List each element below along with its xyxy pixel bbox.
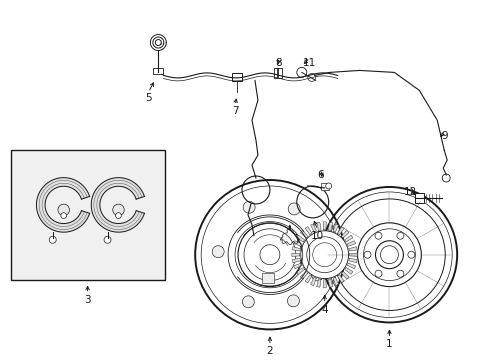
Text: 7: 7 [231,106,238,116]
Polygon shape [337,226,344,235]
Text: 2: 2 [266,346,273,356]
Circle shape [113,204,124,216]
Polygon shape [291,258,300,263]
Polygon shape [300,230,307,238]
Circle shape [375,241,403,269]
Polygon shape [305,275,311,283]
Polygon shape [349,253,357,256]
Circle shape [104,236,111,243]
Text: 11: 11 [303,58,316,68]
Polygon shape [293,240,302,246]
Polygon shape [344,235,352,242]
Circle shape [296,67,306,77]
Polygon shape [310,277,316,286]
Text: 5: 5 [145,93,151,103]
Circle shape [58,204,69,216]
Circle shape [238,223,301,287]
Circle shape [287,203,300,215]
Polygon shape [293,263,302,269]
Polygon shape [341,271,348,279]
Bar [232,73,242,81]
Text: 10: 10 [310,231,324,241]
Circle shape [325,183,331,189]
Polygon shape [332,277,338,286]
Text: 6: 6 [317,170,324,180]
Circle shape [115,213,121,219]
Circle shape [374,270,381,277]
Bar [414,193,424,203]
Circle shape [396,270,403,277]
Polygon shape [316,279,321,287]
Polygon shape [323,222,325,230]
Circle shape [243,201,255,213]
Circle shape [307,73,315,81]
Text: 4: 4 [321,305,327,315]
Circle shape [300,231,348,279]
Polygon shape [316,222,321,230]
Circle shape [396,232,403,239]
Polygon shape [327,222,332,230]
Polygon shape [300,271,307,279]
Polygon shape [346,263,355,269]
Circle shape [212,246,224,258]
Bar [262,273,273,283]
Text: 12: 12 [403,187,416,197]
Text: 9: 9 [440,131,447,141]
Polygon shape [348,247,356,251]
Polygon shape [305,226,311,235]
Text: 8: 8 [275,58,282,68]
Polygon shape [291,253,299,256]
Polygon shape [346,240,355,246]
Circle shape [49,236,56,243]
Bar [153,68,163,75]
Text: 3: 3 [84,294,91,305]
Bar [273,68,281,78]
Polygon shape [337,275,344,283]
Polygon shape [323,280,325,288]
Polygon shape [341,230,348,238]
Polygon shape [344,267,352,274]
Circle shape [374,232,381,239]
Polygon shape [296,235,304,242]
Polygon shape [348,258,356,263]
Circle shape [311,269,323,281]
Polygon shape [327,279,332,287]
Bar [320,183,328,190]
Polygon shape [296,267,304,274]
Polygon shape [332,224,338,232]
Bar [11,150,165,280]
Circle shape [61,213,66,219]
Polygon shape [37,178,89,232]
Circle shape [287,295,299,307]
Text: 1: 1 [386,339,392,350]
Circle shape [407,251,414,258]
Circle shape [363,251,370,258]
Circle shape [242,296,254,308]
Polygon shape [291,247,300,251]
Polygon shape [310,224,316,232]
Polygon shape [91,178,144,232]
Circle shape [441,174,449,182]
